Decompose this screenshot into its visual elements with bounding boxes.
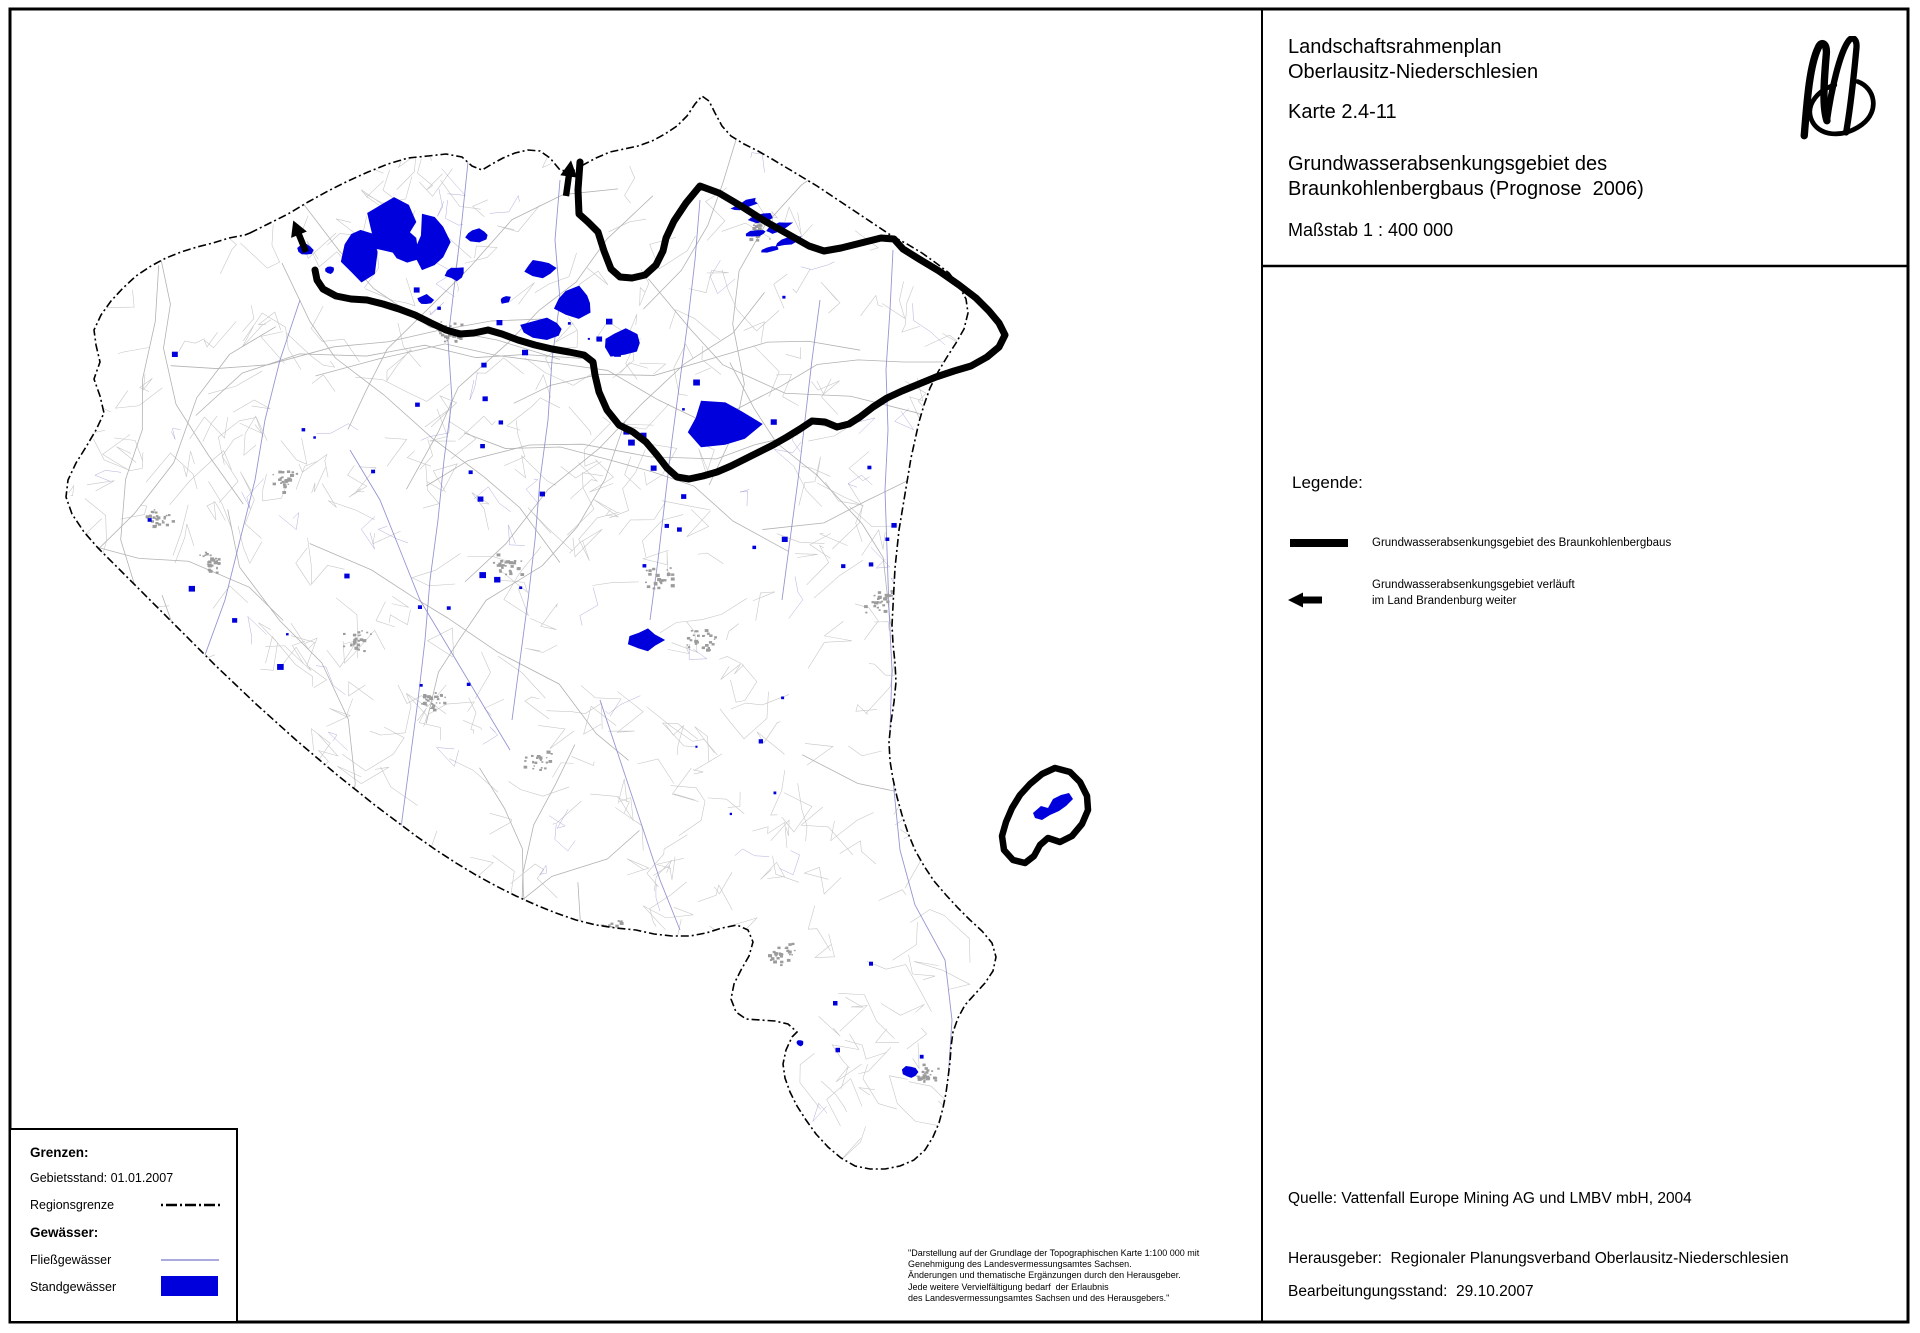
map-subject-line2: Braunkohlenbergbaus (Prognose 2006) <box>1288 178 1644 200</box>
territory-date-label: Gebietsstand: 01.01.2007 <box>30 1171 174 1185</box>
region-border-label: Regionsgrenze <box>30 1198 115 1212</box>
map-texture <box>66 96 996 1169</box>
map-scale: Maßstab 1 : 400 000 <box>1288 220 1454 240</box>
brandenburg-continuation-arrow <box>560 160 578 197</box>
region-border <box>65 94 997 1170</box>
groundwater-area-boundary-east <box>998 764 1092 867</box>
legend-item2-label-line1: Grundwasserabsenkungsgebiet verläuft <box>1372 579 1575 591</box>
brandenburg-continuation-arrow <box>291 220 309 254</box>
thick-line-icon <box>1290 539 1348 547</box>
standing-water-label: Standgewässer <box>30 1280 117 1294</box>
edit-date-line: Bearbeitungungsstand: 29.10.2007 <box>1288 1283 1534 1300</box>
legend-item1-label: Grundwasserabsenkungsgebiet des Braunkoh… <box>1372 537 1672 549</box>
plan-title-line1: Landschaftsrahmenplan <box>1288 36 1502 58</box>
waters-heading: Gewässer: <box>30 1225 99 1240</box>
region-border-line-icon <box>161 1203 221 1207</box>
map-subject-line1: Grundwasserabsenkungsgebiet des <box>1288 153 1608 175</box>
flowing-water-line-icon <box>161 1259 219 1261</box>
legend-heading: Legende: <box>1292 473 1363 492</box>
source-line: Quelle: Vattenfall Europe Mining AG und … <box>1288 1190 1692 1207</box>
map-key-box: Grenzen: Gebietsstand: 01.01.2007 Region… <box>9 1128 238 1323</box>
map-number: Karte 2.4-11 <box>1288 101 1397 123</box>
groundwater-area-boundary <box>311 158 1009 483</box>
sheet-frame <box>8 7 1910 1324</box>
copyright-disclaimer: "Darstellung auf der Grundlage der Topog… <box>908 1248 1200 1303</box>
arrow-left-icon <box>1288 592 1322 608</box>
legend-item2-label-line2: im Land Brandenburg weiter <box>1372 595 1517 607</box>
plan-title-line2: Oberlausitz-Niederschlesien <box>1288 61 1539 83</box>
standing-water-swatch <box>161 1276 218 1296</box>
borders-heading: Grenzen: <box>30 1145 89 1160</box>
publisher-logo-icon <box>1800 36 1876 140</box>
publisher-line: Herausgeber: Regionaler Planungsverband … <box>1288 1250 1789 1267</box>
flowing-water-label: Fließgewässer <box>30 1253 112 1267</box>
